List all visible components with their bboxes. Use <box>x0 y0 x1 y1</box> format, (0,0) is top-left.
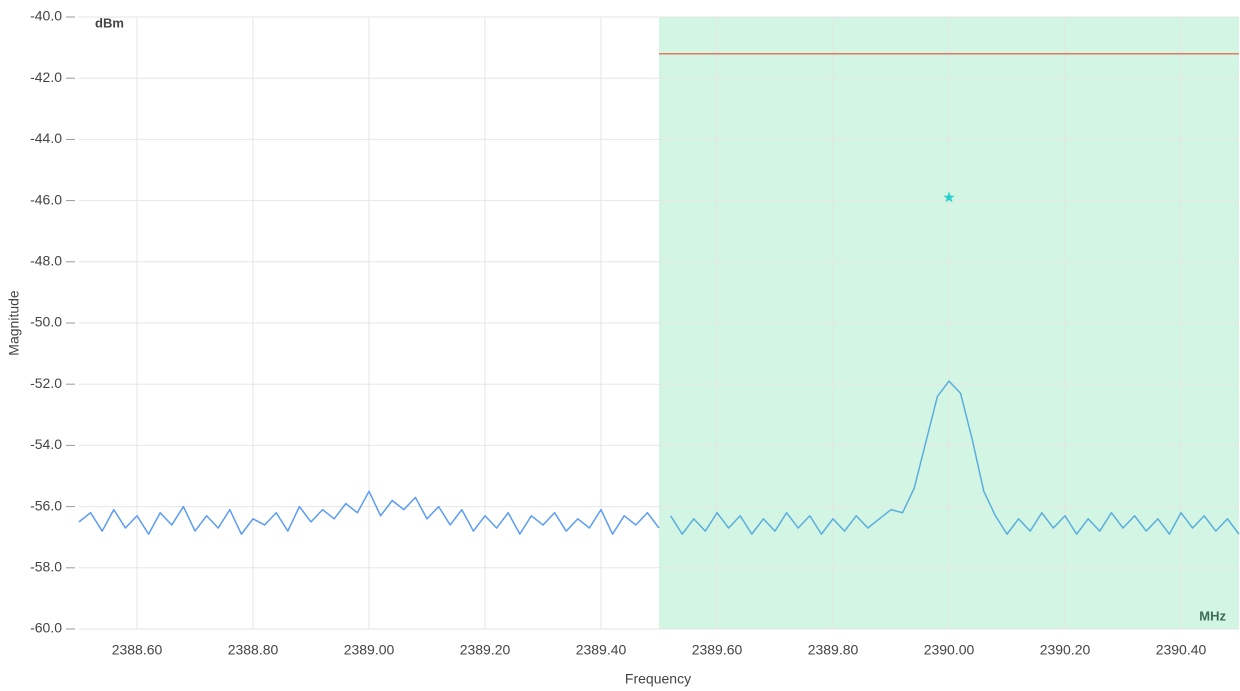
x-tick-label: 2389.20 <box>460 642 511 658</box>
marker-star <box>943 191 955 203</box>
x-tick-label: 2389.60 <box>692 642 743 658</box>
y-tick-label: -58.0 <box>30 559 62 575</box>
y-tick-label: -40.0 <box>30 8 62 24</box>
y-tick-label: -54.0 <box>30 436 62 452</box>
spectrum-line <box>669 380 1240 535</box>
y-tick-label: -48.0 <box>30 253 62 269</box>
x-axis-label: Frequency <box>625 671 691 687</box>
x-unit: MHz <box>1199 608 1226 623</box>
spectrum-line <box>78 490 660 535</box>
x-tick-label: 2390.20 <box>1040 642 1091 658</box>
x-tick-label: 2389.00 <box>344 642 395 658</box>
y-tick-label: -42.0 <box>30 69 62 85</box>
y-tick-label: -44.0 <box>30 130 62 146</box>
x-tick-label: 2390.00 <box>924 642 975 658</box>
x-tick-label: 2390.40 <box>1156 642 1207 658</box>
y-unit: dBm <box>95 15 124 30</box>
x-tick-label: 2388.80 <box>228 642 279 658</box>
y-tick-label: -60.0 <box>30 620 62 636</box>
x-tick-label: 2388.60 <box>112 642 163 658</box>
y-tick-label: -50.0 <box>30 314 62 330</box>
y-axis-label: Magnitude <box>6 290 22 356</box>
y-tick-label: -46.0 <box>30 191 62 207</box>
y-tick-label: -56.0 <box>30 497 62 513</box>
x-tick-label: 2389.40 <box>576 642 627 658</box>
x-tick-label: 2389.80 <box>808 642 859 658</box>
y-tick-label: -52.0 <box>30 375 62 391</box>
